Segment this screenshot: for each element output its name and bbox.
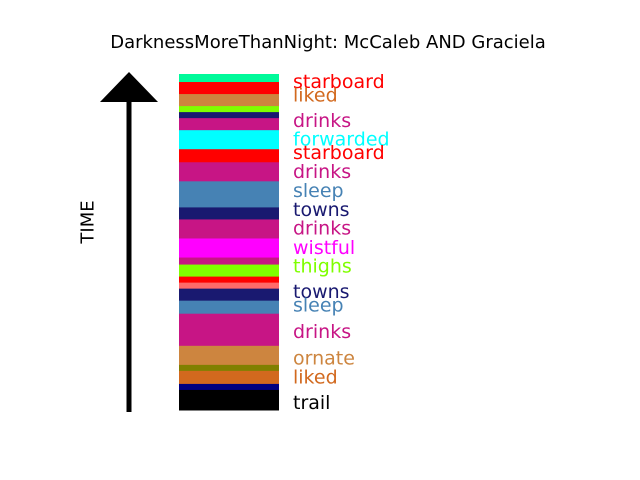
color-band (179, 345, 279, 366)
word-label: thighs (293, 256, 352, 278)
word-label: wistful (293, 237, 355, 259)
color-band (179, 238, 279, 259)
color-band (179, 130, 279, 150)
color-band (179, 389, 279, 411)
word-label: sleep (293, 294, 344, 316)
word-label: liked (293, 367, 338, 389)
color-band (179, 313, 279, 347)
color-band (179, 106, 279, 113)
word-label: starboard (293, 71, 385, 93)
word-label: drinks (293, 321, 351, 343)
word-label: towns (293, 281, 350, 303)
color-band (179, 364, 279, 372)
color-band (179, 82, 279, 95)
word-label: liked (293, 84, 338, 106)
word-label-list: starboardlikeddrinksforwardedstarboarddr… (293, 71, 390, 414)
time-arrow-head (100, 72, 158, 102)
word-label: drinks (293, 110, 351, 132)
diagram-title: DarknessMoreThanNight: McCaleb AND Graci… (110, 32, 546, 53)
word-label: sleep (293, 180, 344, 202)
color-band (179, 181, 279, 208)
color-band (179, 112, 279, 119)
word-label: drinks (293, 218, 351, 240)
color-band (179, 383, 279, 391)
color-band (179, 94, 279, 107)
color-band (179, 370, 279, 385)
word-label: forwarded (293, 129, 390, 151)
word-label: trail (293, 392, 330, 414)
color-band (179, 288, 279, 302)
color-band (179, 257, 279, 266)
word-label: towns (293, 199, 350, 221)
color-band (179, 282, 279, 290)
word-label: starboard (293, 142, 385, 164)
color-band (179, 149, 279, 163)
color-band-stack (179, 74, 279, 411)
color-band (179, 264, 279, 278)
word-label: drinks (293, 161, 351, 183)
color-band (179, 276, 279, 284)
color-band (179, 162, 279, 182)
time-arrow (100, 72, 158, 412)
color-band (179, 300, 279, 315)
color-band (179, 74, 279, 83)
color-band (179, 207, 279, 220)
color-band (179, 118, 279, 131)
word-label: ornate (293, 347, 355, 369)
color-band (179, 219, 279, 239)
